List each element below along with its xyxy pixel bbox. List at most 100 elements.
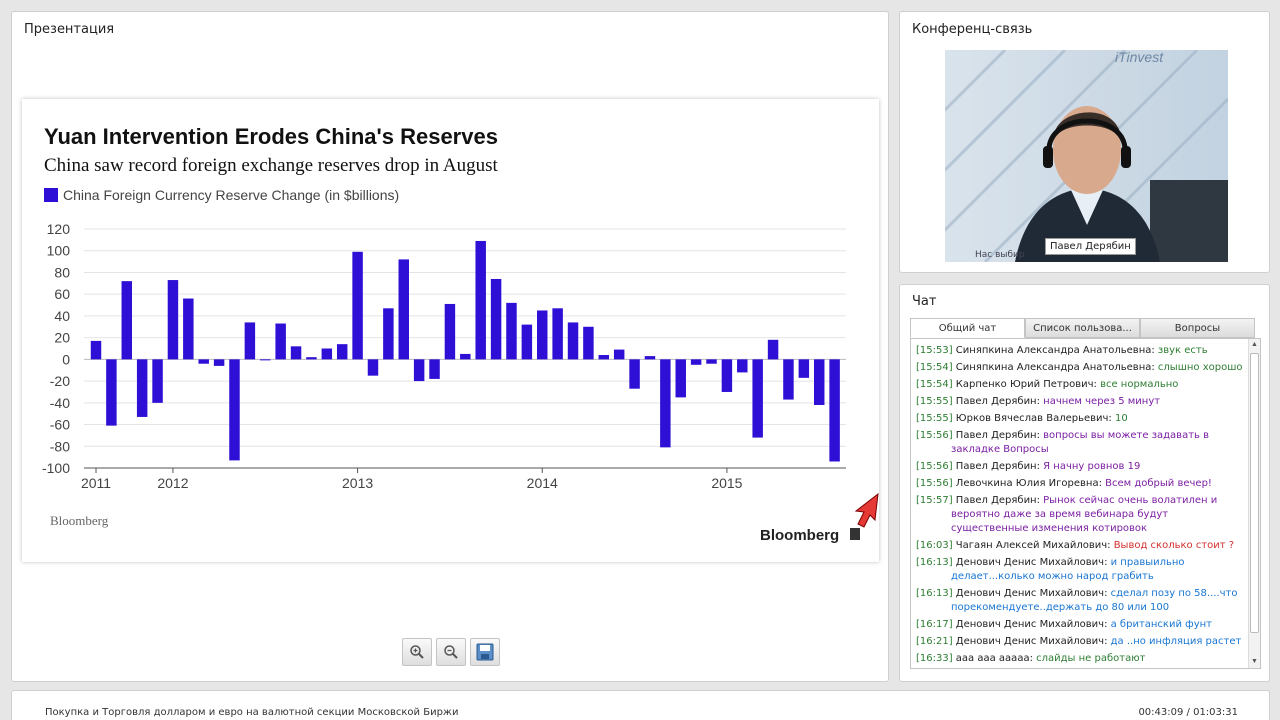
chat-message: [15:56] Левочкина Юлия Игоревна: Всем до…: [916, 477, 1246, 491]
slide: Yuan Intervention Erodes China's Reserve…: [22, 99, 879, 562]
bloomberg-footer-text: Bloomberg: [50, 513, 109, 528]
bar: [306, 357, 317, 360]
bar: [767, 339, 779, 360]
message-time: [16:03]: [916, 540, 953, 551]
zoom-out-icon: [444, 645, 458, 659]
y-tick-label: 0: [62, 351, 70, 367]
bar: [583, 326, 594, 360]
message-author: Денович Денис Михайлович:: [952, 619, 1111, 630]
message-time: [16:33]: [916, 653, 953, 664]
bar: [521, 324, 533, 360]
message-text: да ..но инфляция растет: [1110, 636, 1242, 647]
y-tick-label: 100: [47, 243, 71, 259]
bar: [737, 359, 748, 373]
message-time: [15:56]: [916, 430, 953, 441]
save-icon: [476, 643, 494, 661]
speaker-name-label: Павел Дерябин: [1045, 238, 1136, 255]
bar: [106, 359, 117, 426]
message-text: Вывод сколько стоит ?: [1113, 540, 1235, 551]
message-time: [16:21]: [916, 636, 953, 647]
chat-message: [16:17] Денович Денис Михайлович: а брит…: [916, 618, 1246, 632]
message-time: [16:13]: [916, 557, 953, 568]
bar: [383, 308, 394, 360]
message-text: добрый вечер: [1043, 338, 1117, 339]
bar: [336, 344, 348, 360]
chart-subtitle: China saw record foreign exchange reserv…: [44, 155, 498, 176]
scroll-thumb[interactable]: [1250, 353, 1259, 633]
bar: [183, 298, 194, 360]
bar: [136, 359, 148, 417]
message-author: ааа ааа ааааа:: [952, 653, 1037, 664]
message-time: [15:53]: [916, 345, 953, 356]
tab-general-chat[interactable]: Общий чат: [910, 318, 1025, 338]
message-text: все нормально: [1100, 379, 1179, 390]
zoom-in-button[interactable]: [402, 638, 432, 666]
y-tick-label: -60: [50, 417, 70, 433]
message-author: Павел Дерябин:: [952, 461, 1044, 472]
message-author: Денович Денис Михайлович:: [952, 588, 1111, 599]
chat-scrollbar[interactable]: ▲ ▼: [1248, 339, 1260, 668]
chat-message: [15:55] Павел Дерябин: начнем через 5 ми…: [916, 395, 1246, 409]
bar: [290, 346, 302, 360]
y-tick-label: 60: [54, 286, 70, 302]
message-author: Денович Денис Михайлович:: [952, 636, 1111, 647]
tab-user-list[interactable]: Список пользова...: [1025, 318, 1140, 338]
scroll-down-icon[interactable]: ▼: [1251, 658, 1258, 665]
message-text: слайды не работают: [1036, 653, 1146, 664]
message-text: Рынок сейчас очень волатилен и вероятно …: [951, 495, 1218, 534]
message-time: [15:57]: [916, 495, 953, 506]
message-text: вопросы вы можете задавать в закладке Во…: [951, 430, 1209, 455]
bar: [644, 356, 656, 360]
message-text: Я начну ровнов 19: [1043, 461, 1141, 472]
chat-message-list: [15:53] Павел Дерябин: добрый вечер [15:5…: [916, 338, 1246, 668]
message-author: Денович Денис Михайлович:: [952, 557, 1111, 568]
chat-message: [15:55] Юрков Вячеслав Валерьевич: 10: [916, 412, 1246, 426]
chat-message: [16:13] Денович Денис Михайлович: и прав…: [916, 556, 1246, 584]
message-text: 10: [1114, 413, 1128, 424]
chat-message: [15:53] Синяпкина Александра Анатольевна…: [916, 344, 1246, 358]
message-time: [15:56]: [916, 478, 953, 489]
chat-message: [15:56] Павел Дерябин: Я начну ровнов 19: [916, 460, 1246, 474]
bar: [506, 302, 517, 360]
tab-questions[interactable]: Вопросы: [1140, 318, 1255, 338]
bar: [352, 251, 363, 360]
save-button[interactable]: [470, 638, 500, 666]
legend-swatch: [44, 188, 58, 202]
y-tick-label: 80: [54, 264, 70, 280]
backdrop-brand: iTinvest: [1115, 50, 1164, 65]
message-author: Павел Дерябин:: [952, 396, 1044, 407]
x-tick-label: 2014: [527, 475, 558, 491]
bar: [829, 359, 840, 462]
bar: [721, 359, 733, 392]
chat-message: [15:54] Карпенко Юрий Петрович: все норм…: [916, 378, 1246, 392]
scroll-up-icon[interactable]: ▲: [1251, 341, 1258, 348]
chat-message: [15:56] Павел Дерябин: вопросы вы можете…: [916, 429, 1246, 457]
message-time: [16:13]: [916, 588, 953, 599]
bar: [706, 359, 717, 364]
bar: [229, 359, 240, 461]
message-time: [15:54]: [916, 379, 953, 390]
zoom-in-icon: [410, 645, 424, 659]
conference-title: Конференц-связь: [912, 22, 1033, 37]
message-text: и правыильно делает...колько можно народ…: [951, 557, 1185, 582]
zoom-out-button[interactable]: [436, 638, 466, 666]
x-tick-label: 2013: [342, 475, 373, 491]
bar: [813, 359, 825, 405]
bar: [613, 349, 625, 360]
bar: [121, 281, 133, 360]
chat-message: [16:33] ааа ааа ааааа: слайды не работаю…: [916, 652, 1246, 666]
message-author: Юрков Вячеслав Валерьевич:: [952, 413, 1115, 424]
footer-bar: Покупка и Торговля долларом и евро на ва…: [11, 690, 1270, 720]
chart-title: Yuan Intervention Erodes China's Reserve…: [44, 124, 498, 149]
message-time: [16:17]: [916, 619, 953, 630]
bloomberg-logo-icon: [850, 528, 860, 540]
video-feed[interactable]: iTinvest Нас выбир Павел Дерябин: [945, 50, 1228, 262]
message-time: [15:54]: [916, 362, 953, 373]
chat-message: [16:03] Чагаян Алексей Михайлович: Вывод…: [916, 539, 1246, 553]
presentation-title: Презентация: [24, 22, 115, 37]
chat-messages[interactable]: [15:53] Павел Дерябин: добрый вечер [15:5…: [910, 338, 1261, 669]
bar: [167, 280, 179, 360]
message-time: [15:55]: [916, 396, 953, 407]
bar: [690, 359, 702, 365]
bar: [90, 340, 102, 360]
